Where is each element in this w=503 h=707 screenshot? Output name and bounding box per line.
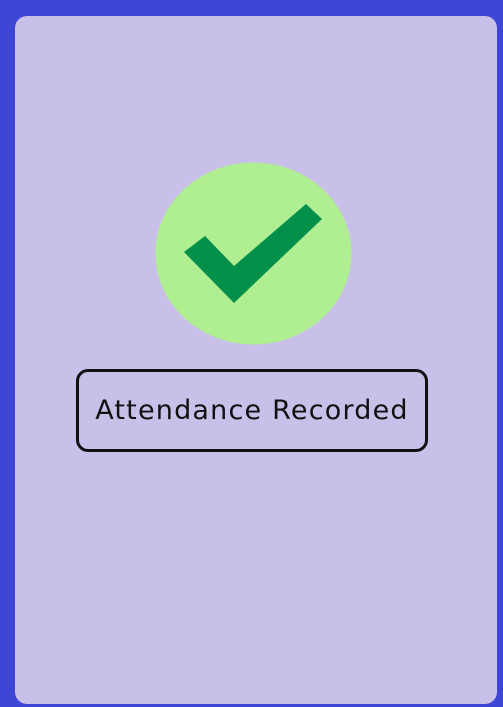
status-message-box: Attendance Recorded — [76, 369, 428, 452]
checkmark-icon — [155, 162, 352, 345]
status-message: Attendance Recorded — [95, 395, 409, 426]
confirmation-card: Attendance Recorded — [15, 16, 497, 704]
success-indicator — [155, 162, 352, 345]
checkmark-glyph — [184, 204, 322, 303]
